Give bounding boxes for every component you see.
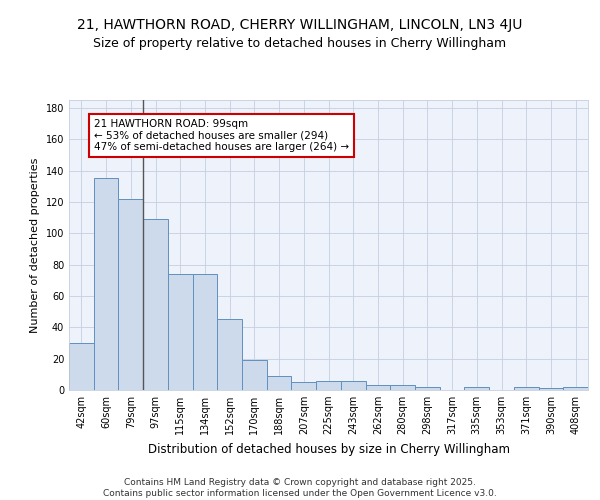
- Bar: [316, 380, 341, 390]
- Bar: [143, 219, 168, 390]
- Text: 21 HAWTHORN ROAD: 99sqm
← 53% of detached houses are smaller (294)
47% of semi-d: 21 HAWTHORN ROAD: 99sqm ← 53% of detache…: [94, 119, 349, 152]
- Bar: [365, 386, 390, 390]
- Bar: [242, 360, 267, 390]
- Bar: [267, 376, 292, 390]
- Bar: [390, 386, 415, 390]
- Bar: [217, 320, 242, 390]
- Bar: [464, 387, 489, 390]
- Bar: [415, 387, 440, 390]
- X-axis label: Distribution of detached houses by size in Cherry Willingham: Distribution of detached houses by size …: [148, 442, 509, 456]
- Bar: [341, 380, 365, 390]
- Bar: [69, 343, 94, 390]
- Text: Contains HM Land Registry data © Crown copyright and database right 2025.
Contai: Contains HM Land Registry data © Crown c…: [103, 478, 497, 498]
- Bar: [118, 199, 143, 390]
- Text: Size of property relative to detached houses in Cherry Willingham: Size of property relative to detached ho…: [94, 38, 506, 51]
- Bar: [94, 178, 118, 390]
- Bar: [539, 388, 563, 390]
- Bar: [292, 382, 316, 390]
- Text: 21, HAWTHORN ROAD, CHERRY WILLINGHAM, LINCOLN, LN3 4JU: 21, HAWTHORN ROAD, CHERRY WILLINGHAM, LI…: [77, 18, 523, 32]
- Bar: [168, 274, 193, 390]
- Y-axis label: Number of detached properties: Number of detached properties: [30, 158, 40, 332]
- Bar: [193, 274, 217, 390]
- Bar: [514, 387, 539, 390]
- Bar: [563, 387, 588, 390]
